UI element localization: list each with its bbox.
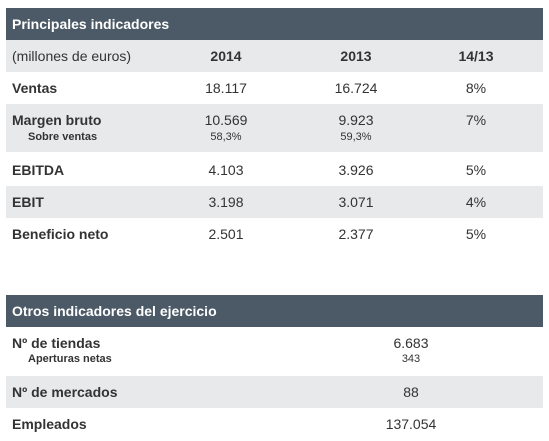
value-2014: 3.198 — [208, 194, 244, 210]
value-2014: 10.569 — [204, 112, 248, 128]
sub-label: Aperturas netas — [28, 353, 112, 365]
value-2013: 9.923 — [338, 112, 374, 128]
value-change: 7% — [465, 112, 487, 128]
ebit-band — [6, 186, 543, 218]
col-change: 14/13 — [458, 48, 494, 64]
row-value: 6.683 — [393, 335, 429, 351]
row-value: 137.054 — [385, 416, 437, 432]
sub-value-2014: 58,3% — [210, 131, 242, 143]
col-2013: 2013 — [340, 48, 372, 64]
value-2013: 16.724 — [334, 80, 378, 96]
row-ventas: Ventas 18.117 16.724 8% — [6, 72, 543, 104]
value-2014: 18.117 — [205, 80, 247, 96]
row-aperturas-netas: Aperturas netas 343 — [6, 353, 543, 369]
value-2014: 2.501 — [208, 226, 244, 242]
value-change: 8% — [465, 80, 487, 96]
sub-value: 343 — [401, 353, 421, 365]
row-ebitda: EBITDA 4.103 3.926 5% — [6, 154, 543, 186]
row-label: Ventas — [12, 80, 58, 96]
row-label: Nº de tiendas — [12, 335, 101, 351]
otros-title: Otros indicadores del ejercicio — [6, 295, 543, 327]
row-tiendas: Nº de tiendas 6.683 — [6, 327, 543, 359]
column-header-band — [6, 40, 543, 72]
value-change: 4% — [465, 194, 487, 210]
row-label: Beneficio neto — [12, 226, 109, 242]
row-label: Empleados — [12, 416, 87, 432]
value-2013: 3.926 — [338, 162, 374, 178]
row-beneficio-neto: Beneficio neto 2.501 2.377 5% — [6, 218, 543, 250]
margen-band — [6, 104, 543, 152]
value-2013: 2.377 — [338, 226, 374, 242]
value-2014: 4.103 — [208, 162, 244, 178]
row-label: EBIT — [12, 194, 44, 210]
sub-value-2013: 59,3% — [340, 131, 372, 143]
row-empleados: Empleados 137.054 — [6, 408, 543, 440]
unit-label: (millones de euros) — [12, 48, 132, 64]
principales-title: Principales indicadores — [6, 8, 543, 40]
sub-label: Sobre ventas — [28, 131, 98, 143]
row-ebit: EBIT 3.198 3.071 4% — [6, 186, 543, 218]
column-header-row: (millones de euros) 2014 2013 14/13 — [6, 40, 543, 72]
row-mercados: Nº de mercados 88 — [6, 376, 543, 408]
value-change: 5% — [465, 226, 487, 242]
col-2014: 2014 — [210, 48, 242, 64]
row-label: Nº de mercados — [12, 384, 118, 400]
row-margen-bruto: Margen bruto 10.569 9.923 7% — [6, 104, 543, 136]
value-change: 5% — [465, 162, 487, 178]
value-2013: 3.071 — [338, 194, 374, 210]
row-sobre-ventas: Sobre ventas 58,3% 59,3% — [6, 131, 543, 147]
row-label: Margen bruto — [12, 112, 102, 128]
row-label: EBITDA — [12, 162, 65, 178]
row-value: 88 — [403, 384, 419, 400]
mercados-band — [6, 376, 543, 408]
